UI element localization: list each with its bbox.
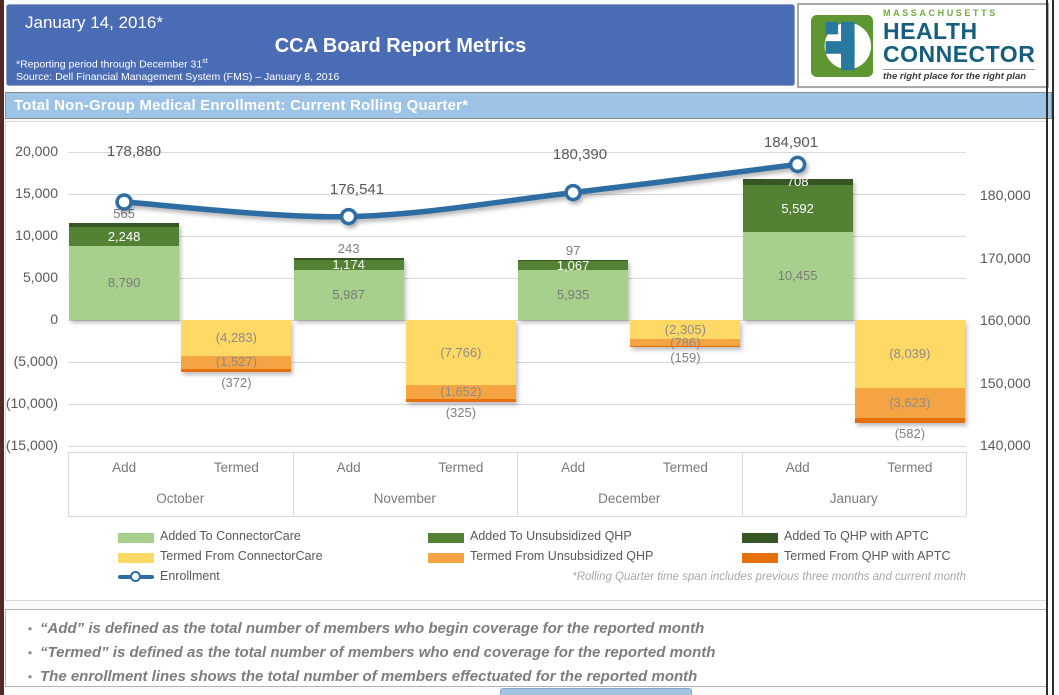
next-section-peek	[500, 688, 692, 695]
enrollment-chart-frame	[5, 121, 1047, 601]
definition-termed-text: “Termed” is defined as the total number …	[40, 644, 716, 661]
definition-termed: • “Termed” is defined as the total numbe…	[20, 641, 1046, 665]
logo-wordmark: MASSACHUSETTS HEALTH CONNECTOR the right…	[883, 8, 1036, 82]
health-connector-logo-icon	[811, 14, 873, 77]
logo-health-label: HEALTH	[883, 18, 978, 45]
right-edge-line	[1046, 0, 1048, 695]
bullet-icon: •	[27, 669, 33, 684]
reporting-period-note: *Reporting period through December 31st	[16, 58, 208, 71]
logo-tagline: the right place for the right plan	[883, 69, 1036, 82]
definition-add: • “Add” is defined as the total number o…	[20, 617, 1046, 641]
bullet-icon: •	[27, 645, 33, 660]
bullet-icon: •	[27, 621, 33, 636]
report-date: January 14, 2016*	[25, 13, 163, 32]
definition-enrollment: • The enrollment lines shows the total n…	[20, 665, 1046, 689]
reporting-period-superscript: st	[202, 58, 208, 65]
report-title: CCA Board Report Metrics	[274, 35, 527, 57]
header-banner: January 14, 2016* CCA Board Report Metri…	[6, 4, 795, 86]
section-title-bar: Total Non-Group Medical Enrollment: Curr…	[5, 92, 1052, 119]
section-title: Total Non-Group Medical Enrollment: Curr…	[14, 97, 469, 114]
logo-connector-label: CONNECTOR	[883, 41, 1036, 68]
definition-add-text: “Add” is defined as the total number of …	[40, 620, 705, 637]
definitions-box: • “Add” is defined as the total number o…	[5, 609, 1047, 687]
source-note: Source: Dell Financial Management System…	[16, 71, 340, 83]
definition-enrollment-text: The enrollment lines shows the total num…	[40, 668, 698, 685]
health-connector-logo: MASSACHUSETTS HEALTH CONNECTOR the right…	[797, 3, 1049, 88]
logo-state-label: MASSACHUSETTS	[883, 8, 998, 19]
right-edge-line	[1052, 0, 1054, 695]
left-edge-strip	[0, 0, 4, 695]
reporting-period-text: *Reporting period through December 31	[16, 58, 203, 71]
